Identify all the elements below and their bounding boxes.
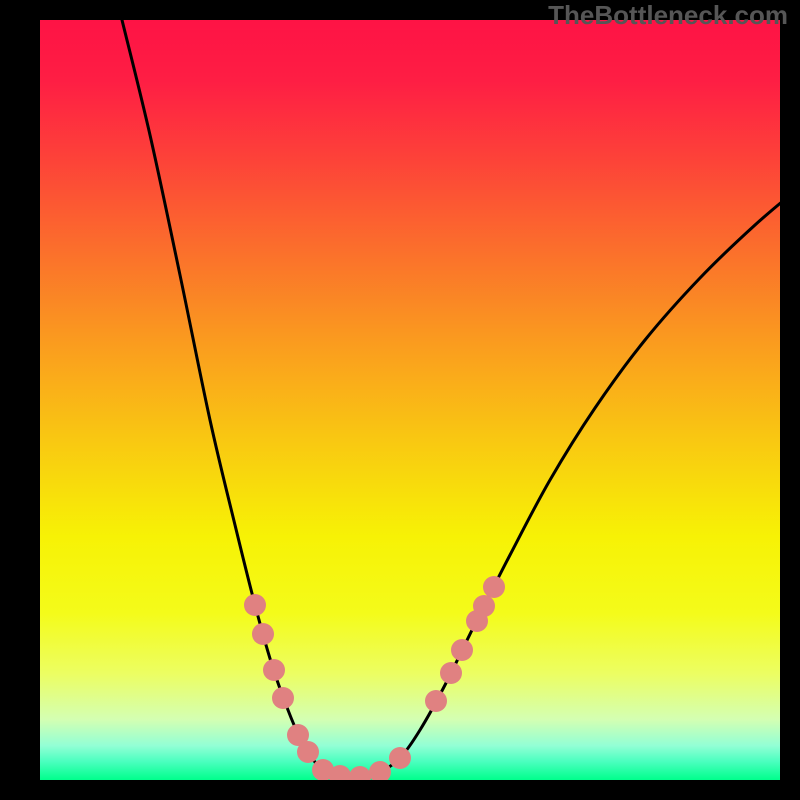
data-marker xyxy=(451,639,473,661)
plot-area xyxy=(40,20,780,780)
data-marker xyxy=(473,595,495,617)
watermark-text: TheBottleneck.com xyxy=(548,0,788,31)
data-marker xyxy=(263,659,285,681)
data-marker xyxy=(389,747,411,769)
data-marker xyxy=(244,594,266,616)
chart-svg xyxy=(40,20,780,780)
data-marker xyxy=(252,623,274,645)
data-marker xyxy=(483,576,505,598)
data-marker xyxy=(272,687,294,709)
data-marker xyxy=(440,662,462,684)
chart-root: TheBottleneck.com xyxy=(0,0,800,800)
data-marker xyxy=(297,741,319,763)
data-marker xyxy=(425,690,447,712)
